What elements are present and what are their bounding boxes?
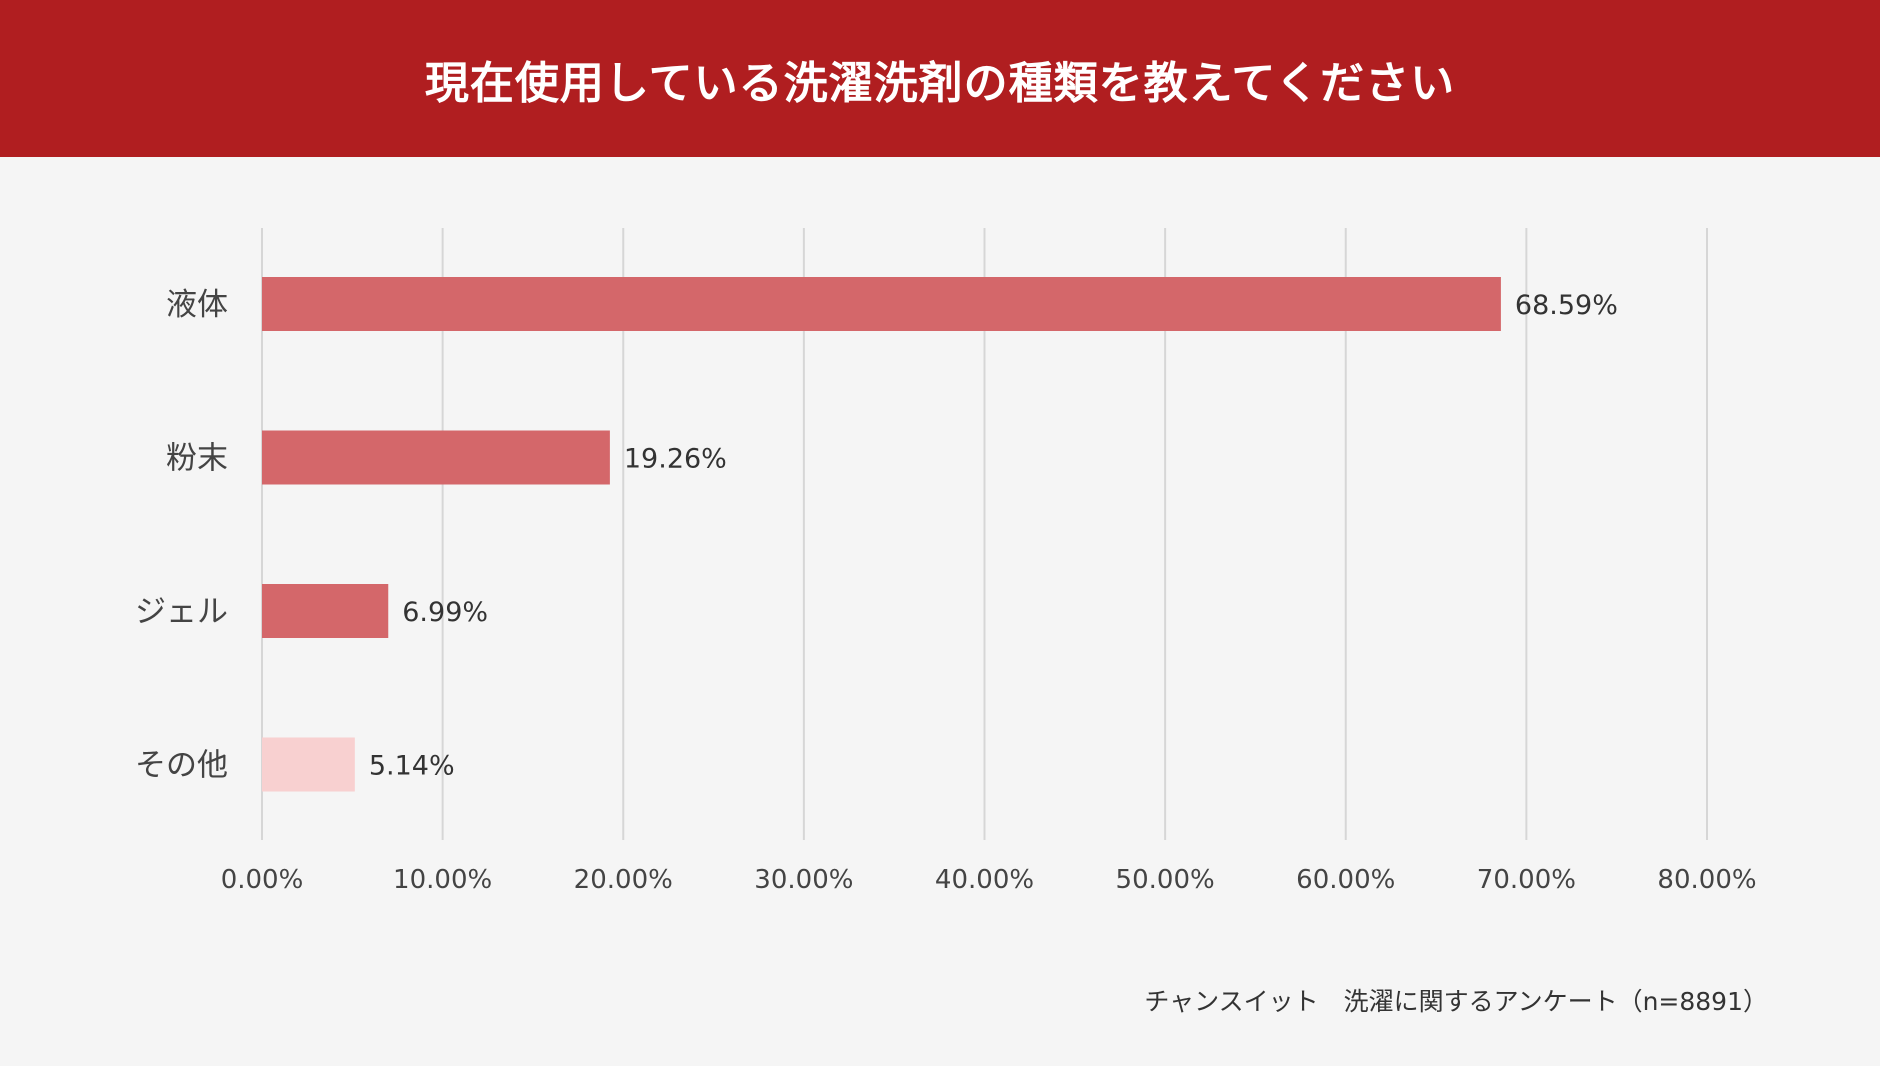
x-tick-label: 80.00%: [1657, 865, 1756, 895]
x-tick-label: 60.00%: [1296, 865, 1395, 895]
labels: 0.00% 10.00% 20.00% 30.00% 40.00% 50.00% 60.00…: [135, 287, 1757, 895]
bar: [262, 584, 389, 638]
x-tick-label: 30.00%: [754, 865, 853, 895]
x-tick-label: 40.00%: [935, 865, 1034, 895]
x-tick-label: 70.00%: [1477, 865, 1576, 895]
data-label: 19.26%: [624, 444, 727, 475]
category-label: ジェル: [135, 594, 228, 630]
bars: [262, 277, 1501, 792]
data-label: 6.99%: [402, 597, 488, 628]
chart-title: 現在使用している洗濯洗剤の種類を教えてください: [424, 57, 1456, 109]
category-label: その他: [135, 748, 228, 784]
bar: [262, 277, 1501, 331]
x-tick-label: 0.00%: [221, 865, 304, 895]
category-label: 粉末: [166, 441, 228, 477]
data-label: 5.14%: [369, 751, 455, 782]
bar: [262, 737, 355, 792]
x-tick-label: 10.00%: [393, 865, 492, 895]
source-note: チャンスイット 洗濯に関するアンケート（n=8891）: [1144, 987, 1768, 1016]
chart-header: 現在使用している洗濯洗剤の種類を教えてください: [0, 0, 1880, 157]
data-label: 68.59%: [1515, 290, 1618, 321]
x-tick-label: 20.00%: [574, 865, 673, 895]
category-label: 液体: [166, 287, 228, 323]
x-tick-label: 50.00%: [1116, 865, 1215, 895]
bar: [262, 430, 610, 485]
